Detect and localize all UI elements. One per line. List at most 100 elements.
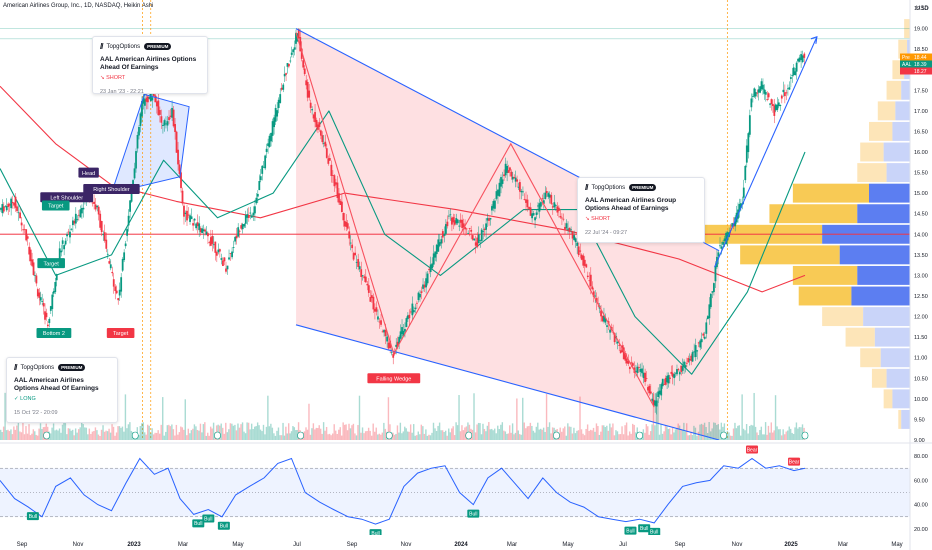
volume-bar bbox=[268, 426, 271, 440]
candle-body bbox=[789, 77, 792, 79]
candle-body bbox=[259, 176, 262, 181]
earnings-event-icon bbox=[465, 431, 473, 440]
volume-bar bbox=[222, 427, 224, 440]
idea-card-short-2024[interactable]: //TopgOptions PREMIUM AAL American Airlin… bbox=[577, 177, 705, 243]
candle-body bbox=[96, 205, 99, 208]
volume-bar bbox=[435, 430, 438, 440]
volume-bar bbox=[582, 433, 584, 440]
volume-bar bbox=[261, 431, 263, 440]
candle-body bbox=[17, 212, 20, 214]
candle-body bbox=[738, 204, 741, 212]
candle-body bbox=[108, 261, 111, 264]
volume-bar bbox=[522, 397, 524, 440]
oscillator-signal-text: Bear bbox=[747, 447, 758, 453]
candle-body bbox=[432, 253, 435, 265]
candle-body bbox=[314, 112, 316, 123]
candle-body bbox=[443, 233, 446, 236]
oscillator-line bbox=[0, 457, 806, 525]
candle-body bbox=[120, 277, 123, 292]
candle-body bbox=[529, 207, 532, 216]
volume-bar bbox=[488, 422, 490, 440]
candle-body bbox=[49, 306, 52, 311]
volume-bar bbox=[648, 434, 650, 440]
volume-bar bbox=[387, 397, 390, 440]
candle-body bbox=[360, 269, 363, 277]
volume-profile-buy-bar bbox=[877, 101, 896, 121]
volume-bar bbox=[26, 433, 29, 440]
volume-bar bbox=[5, 430, 8, 440]
oscillator-signal-box bbox=[746, 445, 759, 454]
volume-bar bbox=[279, 435, 281, 440]
volume-bar bbox=[441, 430, 444, 440]
volume-bar bbox=[209, 426, 212, 440]
idea-card-long-2022[interactable]: //TopgOptions PREMIUM AAL American Airlin… bbox=[6, 357, 118, 423]
volume-bar bbox=[717, 424, 719, 440]
candle-body bbox=[696, 350, 699, 352]
time-axis-tick: Nov bbox=[73, 542, 84, 548]
candle-body bbox=[199, 228, 202, 233]
volume-bar bbox=[644, 432, 646, 440]
volume-bar bbox=[42, 427, 45, 440]
candle-body bbox=[13, 202, 15, 206]
volume-bar bbox=[262, 424, 265, 440]
candle-body bbox=[720, 246, 723, 249]
oscillator-signal-box bbox=[638, 524, 651, 533]
earnings-event-icon bbox=[131, 431, 139, 440]
idea-card-short-2023[interactable]: //TopgOptions PREMIUM AAL American Airlin… bbox=[92, 36, 208, 95]
volume-profile-buy-bar bbox=[898, 409, 902, 429]
candle-body bbox=[289, 60, 292, 62]
candle-body bbox=[719, 245, 721, 247]
candle-body bbox=[211, 235, 214, 244]
candle-body bbox=[794, 71, 797, 76]
volume-bar bbox=[479, 423, 481, 440]
volume-bar bbox=[633, 424, 635, 440]
candle-body bbox=[525, 199, 527, 203]
candle-body bbox=[232, 247, 235, 248]
candle-body bbox=[274, 108, 277, 122]
candle-body bbox=[625, 358, 628, 364]
volume-bar bbox=[54, 430, 56, 440]
topgoptions-logo-icon: // bbox=[585, 183, 589, 192]
volume-profile-sell-bar bbox=[907, 39, 910, 59]
price-axis-tick: 9.50 bbox=[914, 417, 925, 423]
volume-bar bbox=[510, 432, 512, 440]
volume-bar bbox=[331, 433, 334, 440]
volume-bar bbox=[422, 426, 424, 440]
volume-bar bbox=[795, 422, 798, 440]
candle-body bbox=[501, 179, 504, 184]
candle-body bbox=[606, 325, 608, 327]
volume-bar bbox=[752, 425, 754, 440]
volume-bar bbox=[455, 422, 457, 440]
candle-body bbox=[404, 329, 406, 332]
volume-bar bbox=[576, 430, 578, 440]
volume-bar bbox=[138, 435, 140, 440]
volume-bar bbox=[600, 431, 602, 440]
volume-bar bbox=[559, 427, 561, 440]
oscillator-signal-box bbox=[217, 521, 230, 530]
earnings-event-icon bbox=[214, 431, 221, 440]
volume-bar bbox=[111, 424, 113, 440]
candle-body bbox=[172, 109, 175, 127]
candle-body bbox=[162, 124, 164, 126]
volume-bar bbox=[702, 424, 704, 440]
time-axis-tick: Nov bbox=[401, 542, 412, 548]
volume-bar bbox=[764, 422, 767, 440]
volume-bar bbox=[567, 423, 569, 440]
volume-bar bbox=[748, 426, 751, 440]
volume-bar bbox=[485, 431, 487, 440]
candle-body bbox=[638, 367, 640, 369]
candle-body bbox=[586, 275, 589, 278]
volume-bar bbox=[464, 427, 466, 440]
candle-body bbox=[567, 228, 569, 230]
volume-bar bbox=[654, 425, 656, 440]
volume-bar bbox=[23, 434, 26, 440]
volume-bar bbox=[801, 424, 804, 440]
volume-bar bbox=[94, 427, 97, 440]
candle-body bbox=[165, 123, 167, 125]
volume-bar bbox=[431, 432, 433, 440]
volume-bar bbox=[293, 427, 296, 440]
candle-body bbox=[780, 95, 783, 99]
candle-body bbox=[256, 193, 259, 197]
candle-body bbox=[406, 315, 409, 320]
